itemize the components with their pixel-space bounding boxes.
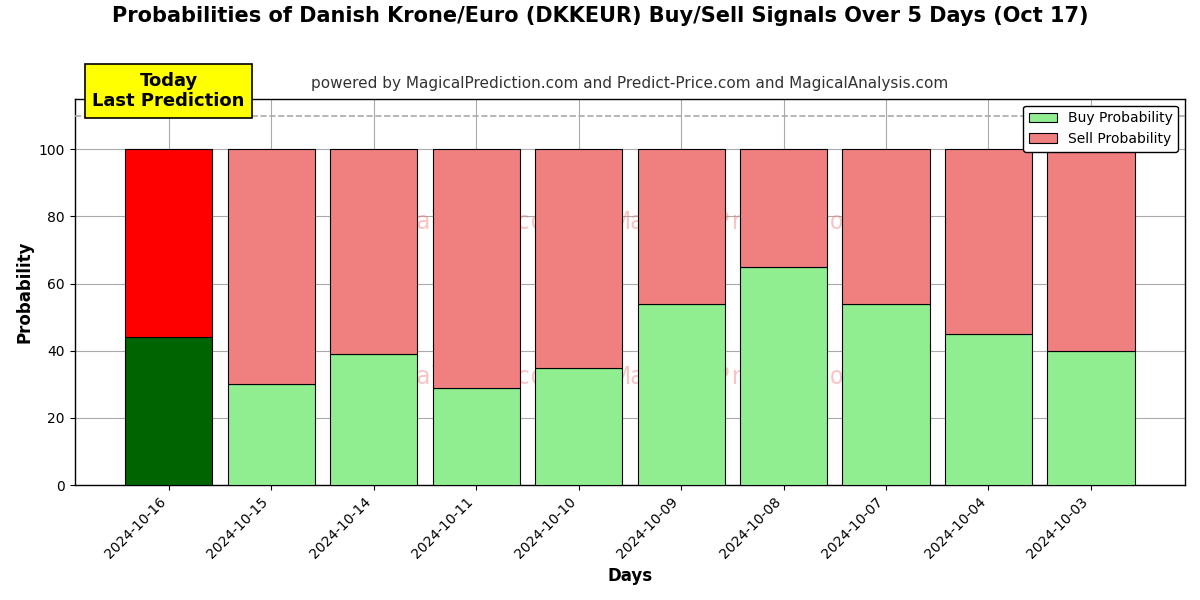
Bar [944,334,1032,485]
Text: Probabilities of Danish Krone/Euro (DKKEUR) Buy/Sell Signals Over 5 Days (Oct 17: Probabilities of Danish Krone/Euro (DKKE… [112,6,1088,26]
Bar [228,149,314,385]
Y-axis label: Probability: Probability [16,241,34,343]
Bar [330,149,418,354]
Bar [944,149,1032,334]
X-axis label: Days: Days [607,567,653,585]
Bar [535,149,622,368]
Bar [535,368,622,485]
Bar [842,304,930,485]
Text: calAnalysis.com    MagicalPrediction.com: calAnalysis.com MagicalPrediction.com [344,365,914,389]
Bar [637,149,725,304]
Bar [432,388,520,485]
Bar [637,304,725,485]
Bar [1048,351,1134,485]
Legend: Buy Probability, Sell Probability: Buy Probability, Sell Probability [1024,106,1178,152]
Bar [842,149,930,304]
Bar [330,354,418,485]
Bar [740,149,827,267]
Bar [228,385,314,485]
Title: powered by MagicalPrediction.com and Predict-Price.com and MagicalAnalysis.com: powered by MagicalPrediction.com and Pre… [311,76,948,91]
Bar [125,337,212,485]
Text: Today
Last Prediction: Today Last Prediction [92,71,245,110]
Bar [1048,149,1134,351]
Bar [432,149,520,388]
Text: calAnalysis.com    MagicalPrediction.com: calAnalysis.com MagicalPrediction.com [344,211,914,235]
Bar [125,149,212,337]
Bar [740,267,827,485]
